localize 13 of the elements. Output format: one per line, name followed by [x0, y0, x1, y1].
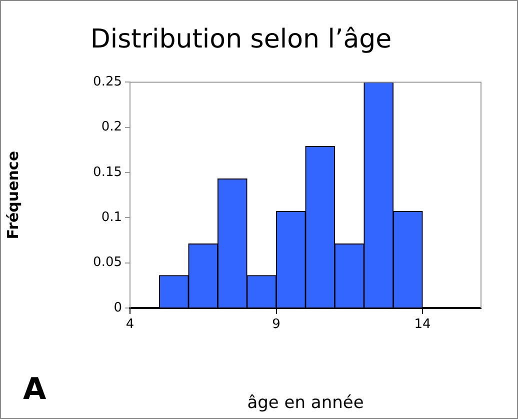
chart-title: Distribution selon l’âge	[90, 24, 392, 54]
x-tick-label: 4	[126, 317, 134, 332]
y-tick-label: 0.15	[93, 164, 122, 180]
x-tick-label: 9	[272, 317, 280, 332]
y-tick-label: 0.2	[101, 120, 122, 135]
y-tick-label: 0.05	[93, 255, 122, 270]
x-tick-label: 14	[414, 317, 431, 332]
y-axis-title: Fréquence	[4, 151, 22, 240]
y-tick-label: 0.1	[101, 210, 122, 226]
y-tick-label: 0.25	[93, 74, 122, 90]
x-axis-title: âge en année	[247, 393, 364, 414]
y-tick-label: 0	[114, 300, 122, 316]
text: A	[23, 372, 47, 407]
